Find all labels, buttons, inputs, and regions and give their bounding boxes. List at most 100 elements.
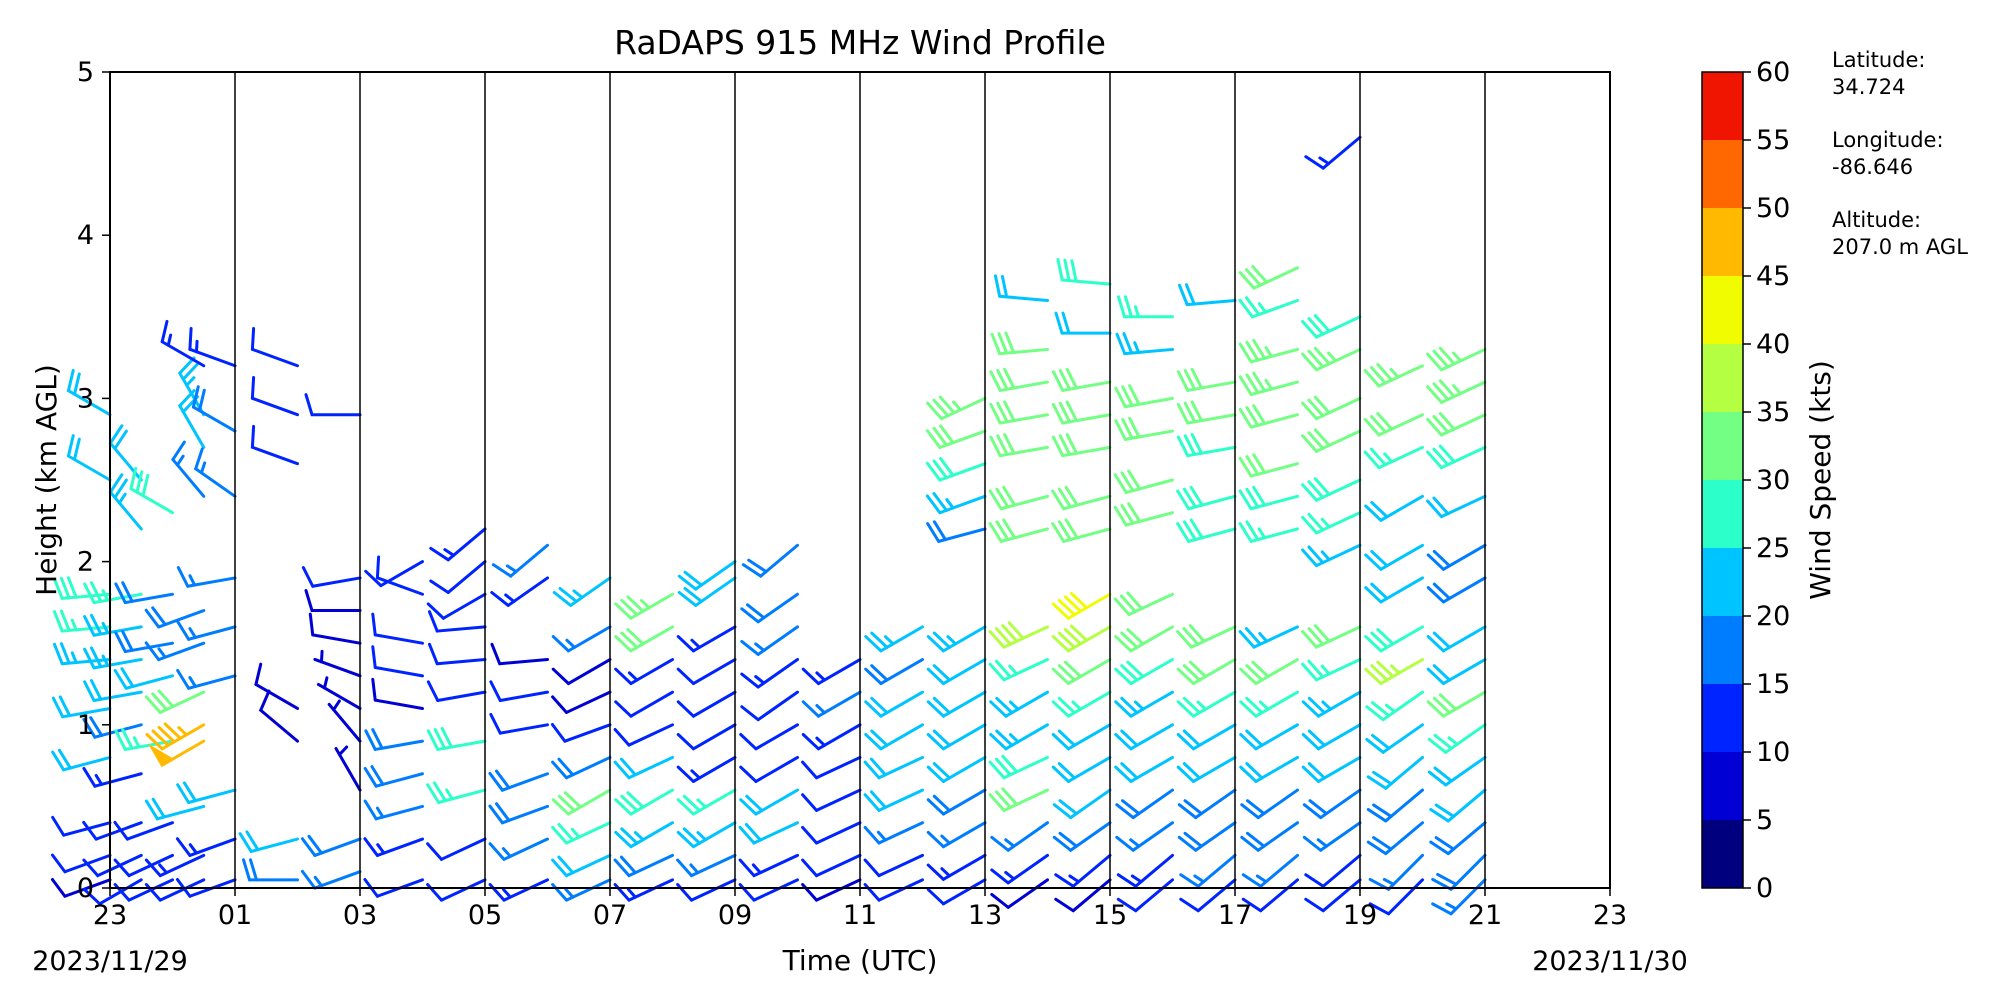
wind-barb [676, 690, 737, 718]
wind-barb [490, 576, 549, 607]
colorbar-cell [1702, 752, 1743, 820]
wind-barb [148, 739, 206, 768]
colorbar-cell [1702, 548, 1743, 616]
wind-barb [83, 679, 143, 702]
wind-barb [1366, 788, 1424, 823]
wind-barb [83, 646, 143, 670]
latitude-label: Latitude: [1832, 48, 1926, 72]
wind-barb [613, 755, 674, 780]
wind-barb [1051, 755, 1112, 783]
colorbar-cell [1702, 72, 1743, 140]
wind-barb [375, 555, 424, 596]
colorbar-tick-label: 0 [1756, 873, 1773, 904]
wind-barb [363, 837, 424, 857]
wind-barb [863, 755, 924, 780]
wind-barb [738, 821, 799, 845]
wind-barb [990, 821, 1049, 852]
wind-barb [1114, 690, 1174, 718]
wind-barb [426, 680, 487, 702]
wind-barb [613, 723, 674, 747]
wind-barb [614, 821, 674, 849]
wind-barb [864, 723, 924, 751]
x-tick-label: 21 [1468, 900, 1502, 931]
wind-barb [175, 837, 237, 857]
wind-barb [1177, 283, 1237, 307]
colorbar-cell [1702, 344, 1743, 412]
wind-barb [371, 612, 424, 645]
vertical-gridlines [234, 72, 1486, 888]
wind-barb [1116, 878, 1174, 913]
wind-barb [1114, 755, 1174, 783]
wind-barb [613, 853, 674, 878]
wind-barb [551, 658, 612, 686]
wind-barb [144, 797, 206, 821]
wind-barb [490, 642, 549, 666]
wind-barb [1054, 311, 1112, 335]
wind-barb [176, 668, 237, 690]
wind-barb [488, 769, 549, 792]
wind-barb [988, 518, 1049, 543]
wind-barb [1051, 723, 1112, 751]
wind-barb [1364, 494, 1424, 522]
wind-barb [242, 858, 299, 882]
wind-barb [1304, 853, 1362, 888]
wind-barb [1115, 788, 1174, 820]
wind-barb [52, 576, 112, 600]
wind-barb [1301, 543, 1362, 568]
wind-barb [1176, 658, 1237, 686]
wind-barbs-layer [50, 135, 1487, 916]
wind-barb [1115, 821, 1174, 852]
wind-barb [304, 589, 362, 613]
wind-barb [144, 606, 206, 629]
wind-barb [1114, 416, 1174, 441]
wind-barb [1179, 853, 1237, 888]
wind-barb [989, 400, 1049, 425]
wind-barb [801, 755, 862, 780]
x-tick-label: 23 [93, 900, 127, 931]
wind-barb [740, 658, 799, 689]
wind-barb [254, 662, 299, 710]
wind-barb [676, 723, 737, 751]
wind-barb [990, 331, 1049, 356]
wind-barb [83, 581, 143, 605]
end-date-label: 2023/11/30 [1532, 946, 1688, 977]
wind-barb [491, 543, 549, 578]
colorbar-tick-label: 45 [1756, 261, 1790, 292]
wind-barb [427, 610, 487, 633]
wind-barb [988, 787, 1049, 812]
wind-barb [176, 566, 237, 588]
wind-barb [52, 642, 112, 666]
longitude-value: -86.646 [1832, 155, 1913, 179]
wind-barb [429, 560, 487, 594]
wind-barb [51, 748, 112, 772]
wind-barb [1301, 477, 1362, 502]
wind-barb [1238, 296, 1299, 319]
wind-barb [1051, 518, 1112, 543]
x-tick-label: 03 [343, 900, 377, 931]
wind-barb [1113, 502, 1174, 527]
wind-barb [1176, 433, 1237, 458]
x-tick-label: 09 [718, 900, 752, 931]
wind-barb [1179, 878, 1237, 913]
colorbar-tick-label: 30 [1756, 465, 1790, 496]
wind-barb [426, 781, 487, 805]
wind-barb [989, 690, 1049, 718]
wind-barb [1239, 658, 1299, 686]
wind-barb [1426, 411, 1487, 437]
wind-barb [1364, 625, 1424, 653]
wind-barb [489, 680, 549, 702]
wind-barb [488, 837, 549, 861]
wind-barb [363, 765, 424, 788]
wind-barb [129, 466, 174, 515]
wind-barb [1238, 265, 1299, 290]
wind-barb [1114, 723, 1174, 751]
wind-barb [113, 820, 174, 841]
wind-barb [677, 576, 737, 607]
wind-barb [926, 395, 987, 421]
wind-barb [988, 658, 1049, 682]
wind-barb [1239, 723, 1299, 751]
wind-barb [864, 658, 924, 686]
wind-barb [614, 625, 674, 653]
wind-barb [82, 766, 143, 788]
wind-barb [614, 592, 674, 620]
